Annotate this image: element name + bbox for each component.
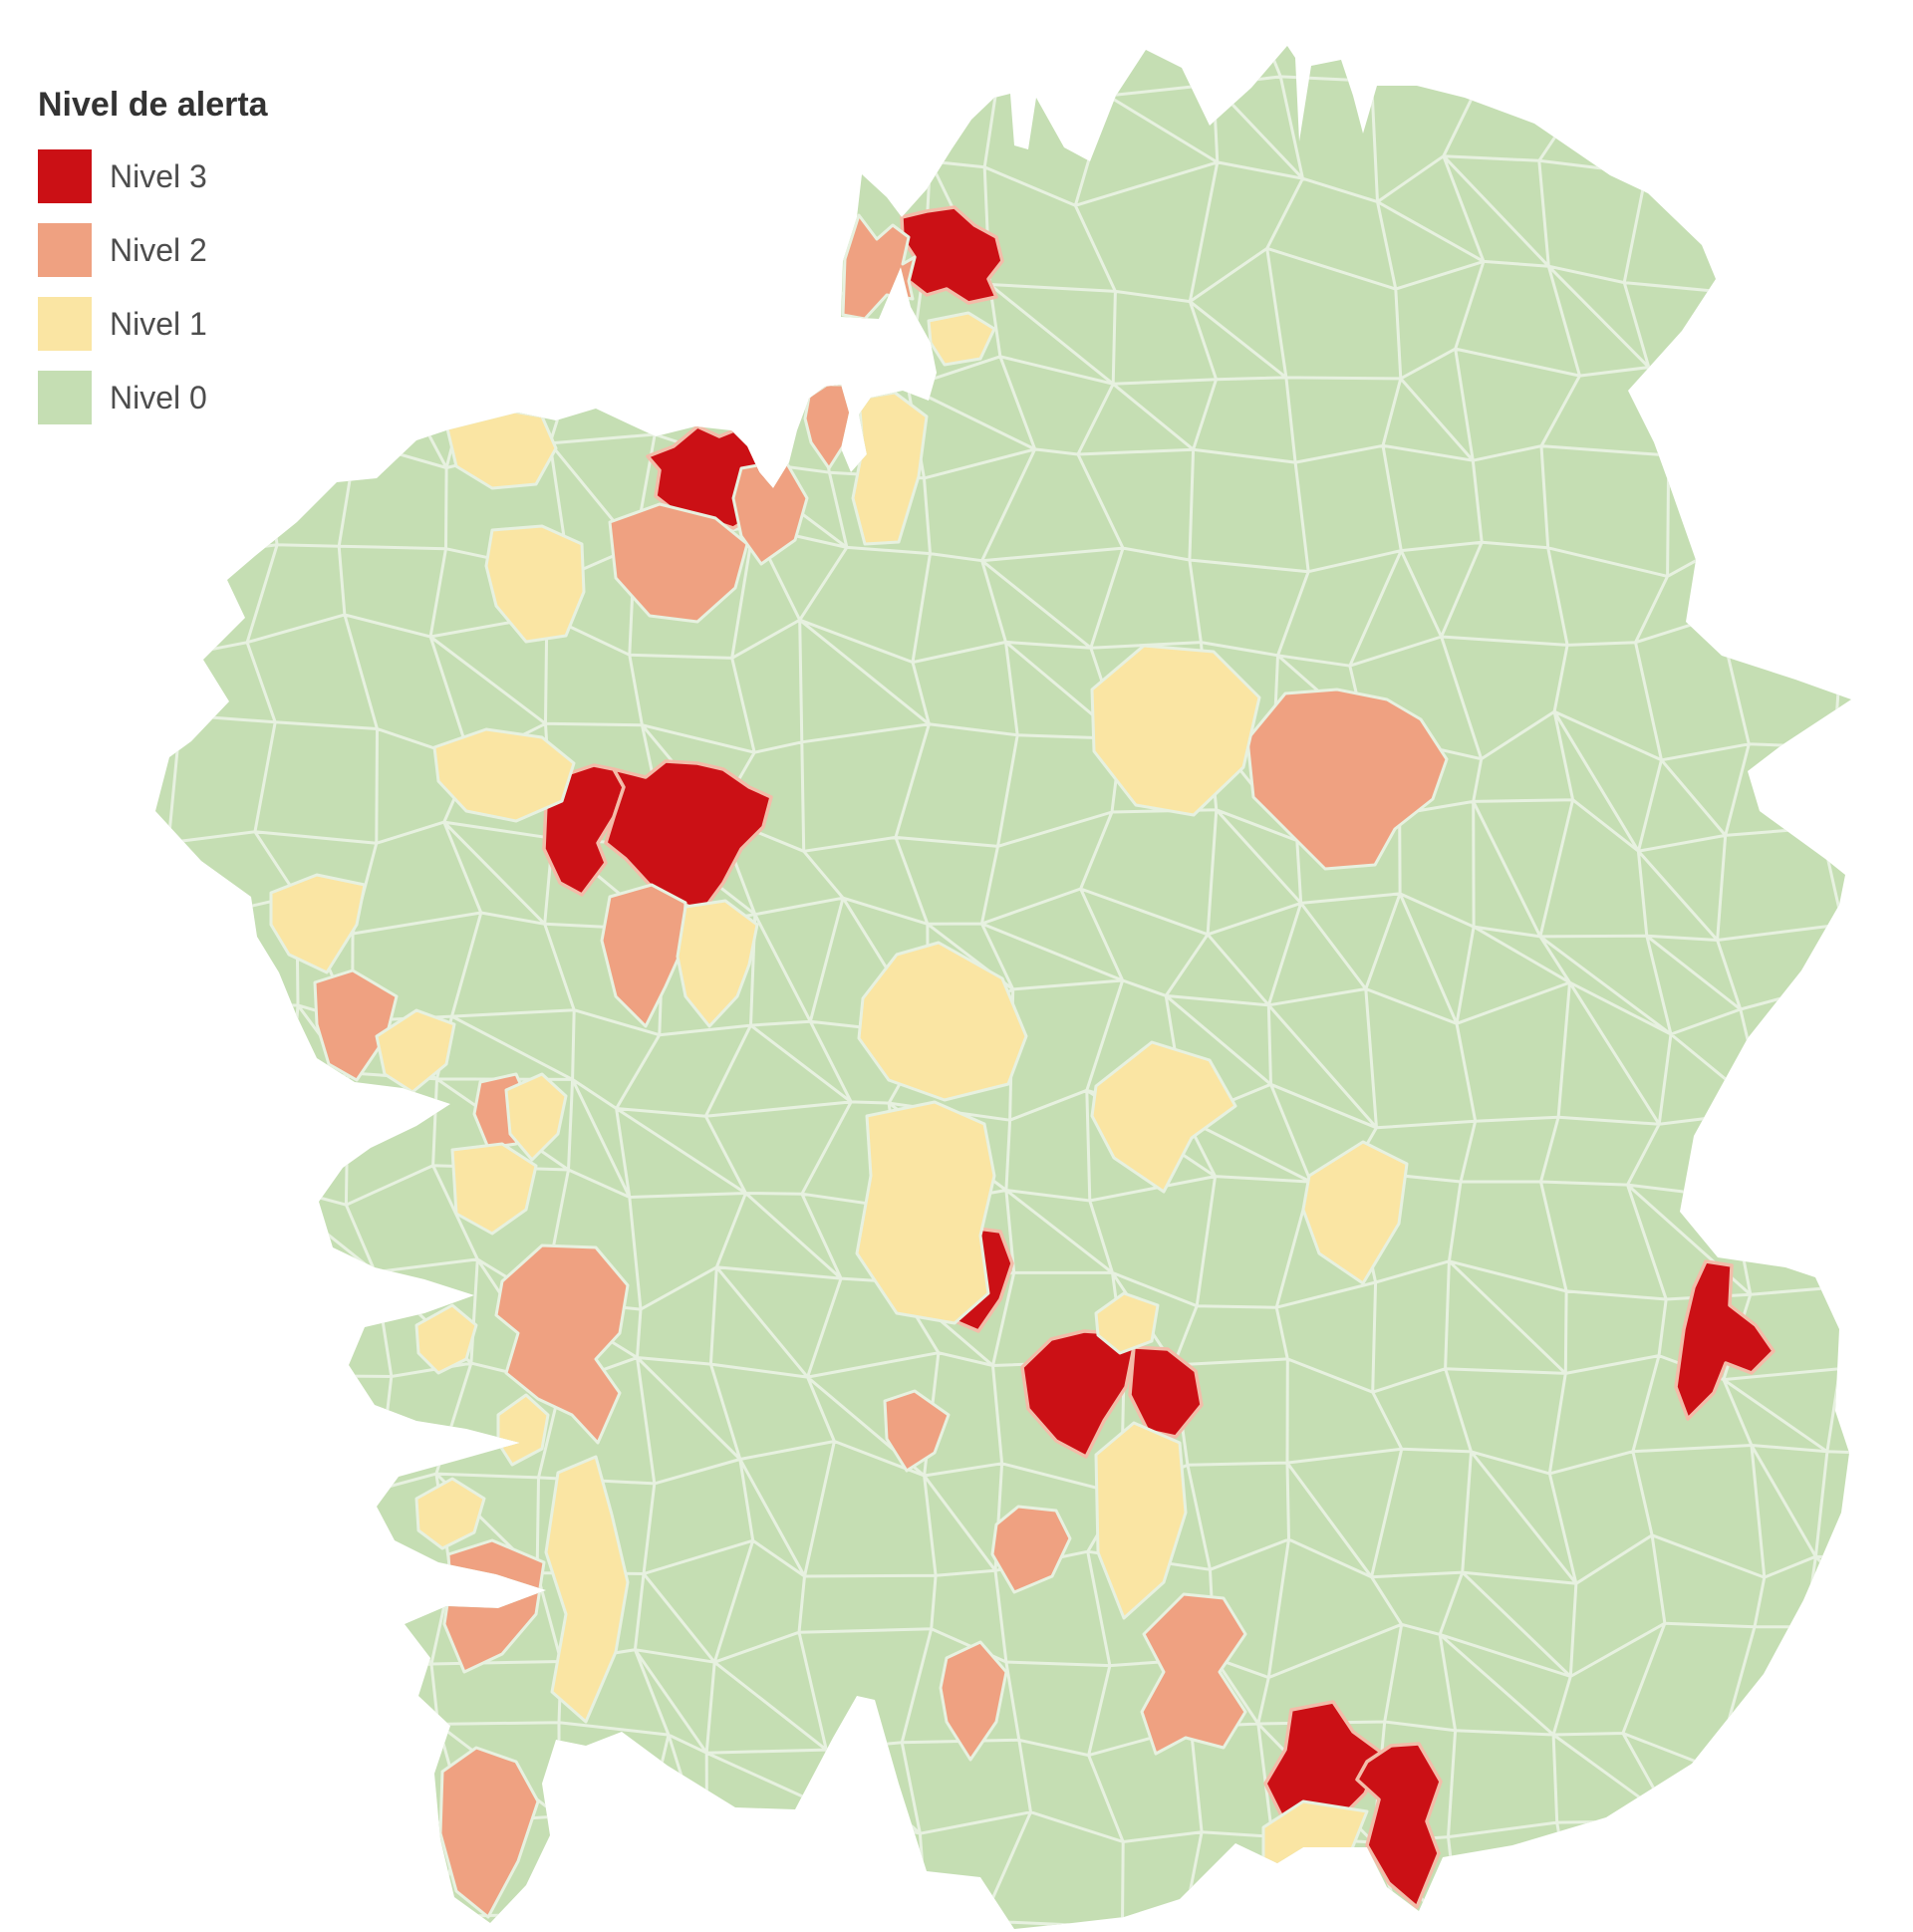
legend-label-nivel-1: Nivel 1 <box>110 306 207 342</box>
municipality-nivel-2[interactable] <box>438 1746 540 1919</box>
municipality-nivel-1[interactable] <box>450 1142 538 1236</box>
legend-label-nivel-0: Nivel 0 <box>110 380 207 415</box>
municipality-nivel-2[interactable] <box>1245 688 1449 871</box>
municipality-nivel-1[interactable] <box>1301 1140 1409 1285</box>
municipality-nivel-1[interactable] <box>855 1100 996 1325</box>
municipality-nivel-1[interactable] <box>544 1455 630 1724</box>
municipality-nivel-2[interactable] <box>1140 1592 1247 1756</box>
municipality-nivel-1[interactable] <box>857 941 1028 1102</box>
alert-level-patches[interactable] <box>269 205 1776 1919</box>
municipality-nivel-1[interactable] <box>676 899 759 1028</box>
municipality-nivel-1[interactable] <box>851 391 929 546</box>
legend-item-nivel-1: Nivel 1 <box>38 297 268 351</box>
municipality-nivel-1[interactable] <box>504 1072 568 1162</box>
legend-title: Nivel de alerta <box>38 86 268 124</box>
municipality-nivel-1[interactable] <box>432 727 576 823</box>
legend-swatch-nivel-2 <box>38 223 92 277</box>
municipality-nivel-2[interactable] <box>939 1640 1008 1762</box>
municipality-nivel-3[interactable] <box>1020 1329 1136 1459</box>
legend-label-nivel-3: Nivel 3 <box>110 158 207 194</box>
municipality-nivel-2[interactable] <box>731 458 809 566</box>
municipality-nivel-1[interactable] <box>1090 644 1261 817</box>
municipality-nivel-3[interactable] <box>1355 1742 1443 1909</box>
municipality-nivel-2[interactable] <box>494 1243 630 1445</box>
legend-swatch-nivel-0 <box>38 371 92 424</box>
municipality-nivel-2[interactable] <box>313 968 399 1082</box>
legend-swatch-nivel-3 <box>38 149 92 203</box>
municipality-nivel-3[interactable] <box>1128 1345 1204 1439</box>
municipality-nivel-2[interactable] <box>608 502 749 624</box>
municipality-nivel-3[interactable] <box>1674 1259 1776 1421</box>
municipality-nivel-1[interactable] <box>1094 1291 1160 1355</box>
municipality-nivel-1[interactable] <box>1094 1421 1188 1620</box>
legend-item-nivel-2: Nivel 2 <box>38 223 268 277</box>
legend-item-nivel-3: Nivel 3 <box>38 149 268 203</box>
municipality-nivel-3[interactable] <box>604 759 773 915</box>
municipality-nivel-1[interactable] <box>414 1477 486 1550</box>
municipality-nivel-2[interactable] <box>990 1505 1072 1594</box>
municipality-nivel-1[interactable] <box>927 311 996 367</box>
municipality-nivel-1[interactable] <box>269 873 367 974</box>
legend-label-nivel-2: Nivel 2 <box>110 232 207 268</box>
legend-swatch-nivel-1 <box>38 297 92 351</box>
municipality-nivel-1[interactable] <box>484 524 586 644</box>
municipality-nivel-1[interactable] <box>414 1303 478 1375</box>
legend: Nivel de alerta Nivel 3 Nivel 2 Nivel 1 … <box>38 84 268 444</box>
municipality-nivel-2[interactable] <box>600 883 687 1028</box>
municipality-nivel-1[interactable] <box>375 1008 456 1094</box>
municipality-nivel-2[interactable] <box>883 1389 951 1473</box>
legend-item-nivel-0: Nivel 0 <box>38 371 268 424</box>
municipality-nivel-1[interactable] <box>1090 1040 1237 1194</box>
